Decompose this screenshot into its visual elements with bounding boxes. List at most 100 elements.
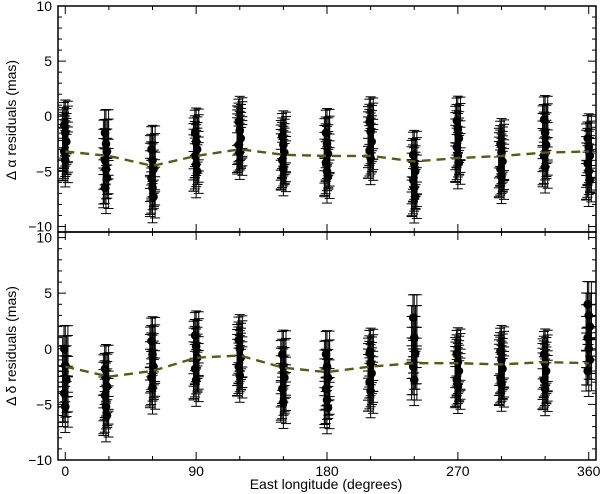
data-point — [408, 313, 418, 322]
data-point — [541, 366, 551, 376]
data-point — [148, 183, 157, 193]
data-point — [321, 384, 331, 394]
data-point — [100, 364, 110, 374]
data-point — [496, 139, 505, 149]
data-point — [191, 342, 201, 351]
x-tick-label: 270 — [446, 463, 470, 479]
data-point — [279, 140, 288, 150]
data-point — [190, 128, 200, 138]
data-point — [321, 128, 331, 138]
data-point — [234, 362, 244, 371]
data-point — [365, 348, 374, 358]
data-point — [583, 333, 593, 342]
data-point — [102, 173, 112, 183]
data-point — [59, 120, 69, 130]
data-point — [280, 148, 289, 157]
top-panel-alpha-residuals: −10 −5 0 5 10 — [28, 0, 597, 234]
data-point — [454, 366, 464, 376]
data-point — [365, 146, 374, 155]
data-point — [452, 348, 462, 358]
data-point — [584, 311, 594, 320]
data-point — [585, 175, 595, 185]
data-point — [147, 145, 156, 154]
data-point — [365, 117, 374, 127]
data-point — [59, 388, 69, 398]
x-tick-label: 180 — [315, 463, 339, 479]
bottom-ylabel: Δ δ residuals (mas) — [3, 286, 19, 406]
data-point — [190, 364, 200, 374]
data-point — [322, 139, 332, 149]
data-point — [60, 156, 70, 165]
data-point — [147, 173, 156, 183]
data-point — [583, 133, 593, 143]
data-point — [540, 384, 550, 394]
model-dashed-line — [65, 354, 589, 378]
data-point — [540, 128, 550, 138]
y-tick-label: 5 — [44, 53, 52, 69]
data-point — [147, 373, 156, 382]
data-point — [100, 128, 110, 138]
data-point — [279, 397, 288, 407]
data-point — [279, 362, 288, 371]
data-point — [540, 162, 550, 172]
y-tick-label: 10 — [36, 230, 52, 246]
data-point — [149, 362, 158, 371]
data-point — [235, 126, 245, 135]
data-point — [100, 391, 110, 400]
data-point — [235, 148, 245, 157]
data-point — [497, 380, 506, 389]
data-point — [408, 175, 418, 185]
data-point — [583, 159, 593, 168]
data-point — [367, 368, 376, 378]
data-point — [539, 350, 549, 359]
data-point — [235, 371, 245, 380]
y-tick-label: 5 — [44, 285, 52, 301]
data-point — [498, 157, 507, 166]
data-point — [410, 167, 420, 176]
data-point — [234, 117, 244, 127]
y-tick-label: −10 — [28, 218, 52, 234]
data-point — [59, 344, 69, 354]
data-point — [61, 375, 71, 385]
data-point — [365, 377, 374, 387]
data-point — [235, 344, 245, 354]
data-point — [583, 366, 593, 376]
x-tick-label: 0 — [61, 463, 69, 479]
data-point — [366, 386, 375, 396]
data-point — [323, 172, 333, 182]
data-point — [278, 156, 287, 165]
data-point — [147, 336, 156, 346]
data-point — [60, 128, 70, 138]
data-point — [539, 115, 549, 124]
data-point — [497, 172, 506, 182]
data-point — [496, 373, 505, 382]
data-point — [101, 164, 111, 174]
data-point — [410, 192, 420, 202]
data-point — [322, 362, 332, 371]
data-point — [279, 164, 288, 174]
y-tick-label: 0 — [44, 108, 52, 124]
data-point — [454, 158, 464, 167]
data-point — [409, 375, 419, 385]
data-point — [496, 164, 505, 174]
data-point — [102, 382, 112, 391]
data-point — [366, 358, 375, 368]
data-point — [322, 395, 332, 405]
data-point — [452, 116, 462, 125]
data-point — [101, 139, 111, 149]
data-point — [409, 333, 419, 342]
data-point — [280, 373, 289, 382]
data-point — [100, 183, 110, 193]
data-point — [584, 167, 594, 176]
data-point — [101, 373, 111, 382]
data-point — [323, 373, 333, 382]
y-tick-label: −10 — [28, 452, 52, 468]
data-point — [149, 192, 158, 202]
data-point — [192, 145, 202, 154]
data-point — [323, 403, 333, 413]
data-point — [102, 147, 112, 156]
data-point — [149, 164, 158, 174]
data-point — [192, 167, 202, 176]
y-tick-label: 10 — [36, 0, 52, 14]
data-point — [234, 140, 244, 150]
